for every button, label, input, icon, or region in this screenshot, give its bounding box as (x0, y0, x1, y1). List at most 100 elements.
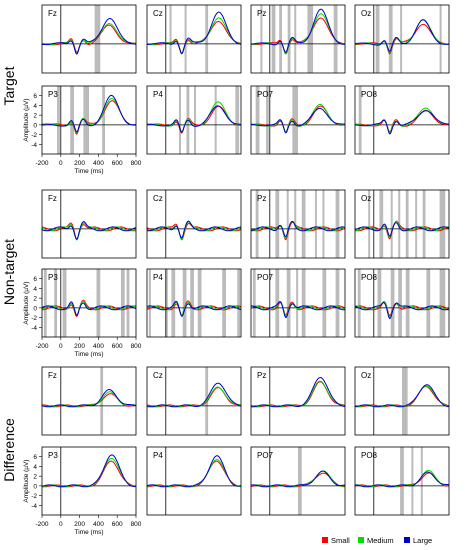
series-large (354, 302, 450, 320)
significance-band (357, 269, 361, 337)
y-tick-label: 6 (33, 454, 37, 461)
significance-band (279, 5, 283, 73)
panel-frame (250, 446, 346, 516)
significance-band (54, 269, 58, 337)
channel-label: Cz (153, 9, 163, 18)
significance-band (402, 367, 408, 435)
panel-frame (354, 268, 450, 338)
significance-band (422, 190, 426, 258)
channel-label: PO8 (361, 451, 378, 460)
panel-frame (41, 189, 137, 259)
panel-po8: PO8 (354, 446, 450, 516)
significance-band (275, 269, 280, 337)
panel-cz: Cz (146, 366, 242, 436)
significance-band (439, 5, 442, 73)
significance-band (62, 269, 67, 337)
y-tick-label: -2 (31, 493, 37, 500)
x-tick-label: 400 (93, 343, 104, 350)
x-tick-label: 800 (131, 160, 142, 167)
series-large (147, 105, 241, 133)
significance-band (120, 269, 125, 337)
x-tick-label: 200 (74, 521, 85, 528)
panel-background (42, 447, 136, 515)
significance-band (415, 190, 418, 258)
panel-frame (146, 4, 242, 74)
section-title: Difference (1, 418, 17, 482)
panel-po8: PO8 (354, 85, 450, 155)
significance-band (171, 269, 176, 337)
significance-band (287, 5, 291, 73)
significance-band (411, 447, 414, 515)
significance-band (375, 5, 380, 73)
y-tick-label: -4 (31, 325, 37, 332)
panel-background (42, 190, 136, 258)
y-tick-label: 4 (33, 103, 37, 110)
significance-band (377, 269, 382, 337)
legend-swatch-small (322, 537, 328, 543)
channel-label: PO7 (257, 273, 274, 282)
significance-band (237, 269, 241, 337)
panel-frame (250, 366, 346, 436)
x-tick-label: 0 (59, 160, 63, 167)
series-large (355, 471, 449, 488)
x-tick-label: 0 (59, 521, 63, 528)
significance-band (398, 269, 402, 337)
x-tick-label: 0 (59, 343, 63, 350)
x-tick-label: 400 (93, 521, 104, 528)
series-small (147, 105, 241, 134)
significance-band (301, 190, 306, 258)
series-large (251, 376, 346, 408)
channel-label: P3 (48, 273, 58, 282)
panel-frame (250, 85, 346, 155)
panel-frame (146, 268, 242, 338)
panel-frame (146, 446, 242, 516)
y-tick-label: 2 (33, 296, 37, 303)
x-tick-label: 800 (131, 521, 142, 528)
significance-band (252, 269, 256, 337)
panel-p3: P3 -4 -2 0 2 4 6 -200 0 200 400 600 800 Time (ms) Ampl… (23, 85, 142, 175)
significance-band (294, 5, 297, 73)
channel-label: P4 (153, 451, 163, 460)
panel-po7: PO7 (250, 85, 346, 155)
channel-label: Fz (48, 371, 57, 380)
series-large (146, 300, 242, 317)
y-tick-label: 6 (33, 276, 37, 283)
channel-label: Fz (48, 194, 57, 203)
significance-band (307, 5, 314, 73)
channel-label: Oz (361, 371, 371, 380)
channel-label: Cz (153, 194, 163, 203)
y-tick-label: -4 (31, 503, 37, 510)
channel-label: P3 (48, 90, 58, 99)
series-large (41, 221, 137, 241)
panel-cz: Cz (146, 189, 242, 259)
panel-background (355, 190, 449, 258)
channel-label: PO7 (257, 451, 274, 460)
x-axis-label: Time (ms) (74, 529, 103, 536)
significance-band (400, 447, 404, 515)
y-tick-label: 0 (33, 483, 37, 490)
significance-band (301, 269, 306, 337)
significance-band (126, 269, 130, 337)
panel-oz: Oz (354, 366, 450, 436)
channel-label: P4 (153, 273, 163, 282)
panel-frame (354, 366, 450, 436)
significance-band (439, 190, 446, 258)
significance-band (390, 190, 393, 258)
panel-pz: Pz (250, 4, 346, 74)
panel-frame (354, 4, 450, 74)
x-axis-label: Time (ms) (74, 168, 103, 175)
significance-band (184, 5, 187, 73)
y-tick-label: -2 (31, 132, 37, 139)
x-tick-label: 600 (112, 160, 123, 167)
significance-band (335, 190, 340, 258)
legend-label-medium: Medium (367, 536, 394, 545)
significance-band (286, 190, 289, 258)
panel-frame (146, 366, 242, 436)
section-difference: Difference Fz Cz Pz Oz P3 -4 -2 0 2 4 6 -200 0 200 400 6… (1, 366, 450, 536)
significance-band (388, 5, 393, 73)
x-tick-label: -200 (35, 343, 48, 350)
channel-label: Oz (361, 194, 371, 203)
section-title: Non-target (1, 239, 17, 305)
series-medium (250, 220, 346, 240)
panel-frame (41, 4, 137, 74)
